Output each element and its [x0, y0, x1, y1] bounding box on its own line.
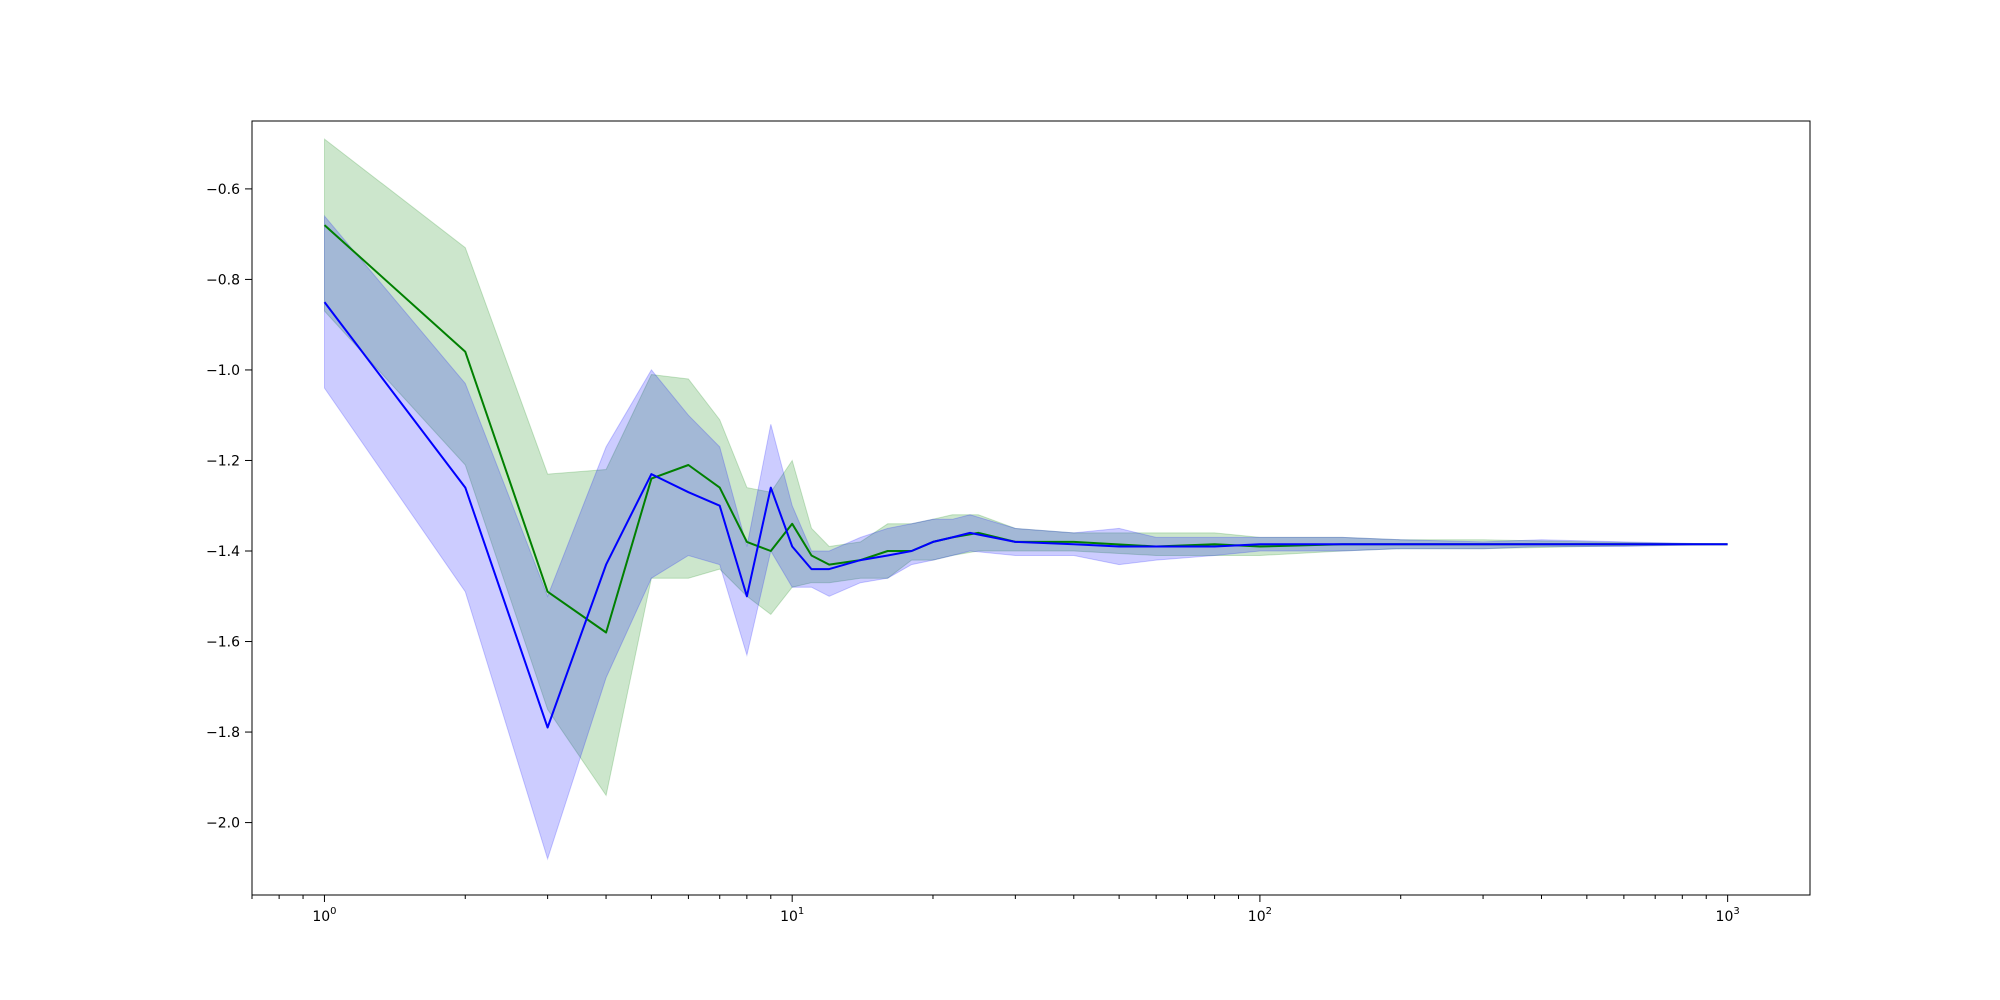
y-tick-label: −1.8: [206, 725, 240, 741]
x-tick-label: 103: [1716, 906, 1740, 925]
x-tick-label: 102: [1248, 906, 1272, 925]
confidence-bands: [324, 138, 1728, 861]
plot-area: [323, 138, 1728, 861]
x-axis: 100 101 102 103: [251, 895, 1740, 925]
series-lines: [323, 224, 1728, 729]
y-tick-label: −1.0: [206, 363, 240, 379]
y-tick-label: −0.8: [206, 272, 240, 288]
x-tick-label: 100: [312, 906, 336, 925]
axes-frame: [251, 120, 1811, 896]
series-line-2: [323, 301, 1728, 729]
y-tick-label: −0.6: [206, 182, 240, 198]
y-axis: −0.6 −0.8 −1.0 −1.2 −1.4 −1.6 −1.8 −2.0: [206, 182, 252, 832]
x-tick-label: 101: [780, 906, 804, 925]
confidence-band-2: [324, 214, 1728, 861]
confidence-band-1: [324, 138, 1728, 797]
y-tick-label: −2.0: [206, 816, 240, 832]
series-line-1: [323, 224, 1728, 634]
y-tick-label: −1.4: [206, 544, 240, 560]
y-tick-label: −1.6: [206, 635, 240, 651]
y-tick-label: −1.2: [206, 453, 240, 469]
